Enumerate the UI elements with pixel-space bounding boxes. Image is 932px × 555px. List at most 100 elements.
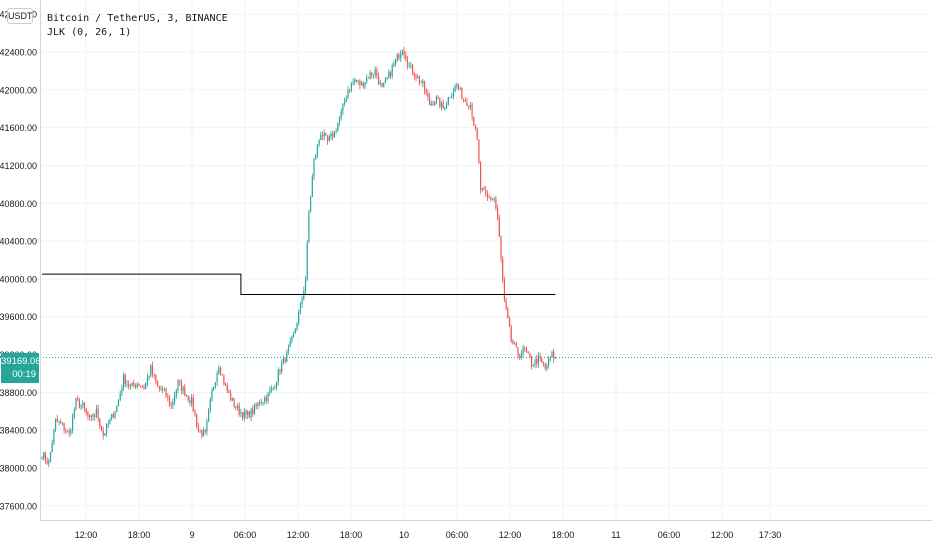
- candle-body: [423, 80, 426, 91]
- candle-body: [440, 102, 443, 107]
- y-tick-label: 41600.00: [0, 123, 37, 133]
- candle-body: [502, 258, 504, 281]
- candle-body: [119, 393, 121, 400]
- candle-body: [544, 364, 546, 369]
- candle-body: [376, 69, 378, 77]
- candle-body: [459, 87, 461, 89]
- candle-body: [264, 397, 266, 402]
- candle-body: [117, 399, 120, 407]
- candle-body: [340, 111, 342, 118]
- candle-body: [386, 77, 388, 80]
- candle-body: [189, 400, 191, 404]
- candle-body: [48, 461, 50, 464]
- candle-body: [208, 410, 210, 421]
- candle-body: [536, 359, 538, 364]
- candle-body: [100, 426, 103, 431]
- candle-body: [298, 312, 300, 324]
- candle-body: [537, 355, 539, 364]
- candle-body: [148, 375, 150, 378]
- candle-body: [357, 80, 359, 82]
- candle-body: [554, 357, 556, 359]
- candle-body: [277, 369, 279, 382]
- candle-body: [90, 414, 92, 418]
- candle-body: [505, 300, 507, 309]
- candle-body: [269, 390, 271, 393]
- candle-body: [347, 90, 349, 99]
- candle-body: [128, 384, 130, 387]
- indicator-plot: [42, 273, 556, 296]
- x-tick-label: 10: [399, 530, 409, 540]
- candle-body: [61, 422, 63, 424]
- candle-body: [124, 374, 126, 385]
- candle-body: [328, 136, 330, 141]
- candle-body: [151, 365, 154, 374]
- y-tick-label: 38800.00: [0, 388, 37, 398]
- candle-body: [259, 402, 261, 404]
- candle-body: [180, 382, 182, 391]
- candle-body: [481, 188, 483, 190]
- candle-body: [204, 430, 206, 432]
- candle-body: [145, 382, 147, 390]
- currency-badge[interactable]: USDT: [7, 8, 33, 24]
- candle-body: [174, 396, 176, 402]
- candle-body: [182, 387, 184, 391]
- candle-body: [434, 102, 436, 106]
- candle-body: [267, 392, 269, 401]
- candle-body: [248, 411, 250, 418]
- candle-body: [342, 103, 344, 112]
- candle-body: [211, 390, 213, 400]
- candle-body: [361, 82, 363, 86]
- candle-body: [391, 66, 393, 77]
- candle-body: [306, 242, 308, 280]
- candle-body: [517, 346, 519, 356]
- candle-body: [435, 96, 437, 103]
- candle-body: [471, 104, 473, 117]
- candle-body: [153, 373, 155, 376]
- candle-body: [140, 385, 142, 387]
- candle-body: [531, 358, 533, 367]
- candle-body: [146, 377, 148, 383]
- candle-body: [486, 193, 488, 198]
- candle-body: [201, 430, 203, 436]
- candle-body: [514, 343, 516, 345]
- x-tick-label: 17:30: [759, 530, 782, 540]
- candle-body: [49, 452, 52, 462]
- candle-body: [250, 409, 252, 418]
- candle-body: [457, 84, 460, 89]
- candle-body: [519, 355, 521, 357]
- symbol-title[interactable]: Bitcoin / TetherUS, 3, BINANCE: [47, 13, 228, 24]
- candle-body: [542, 362, 545, 365]
- candle-body: [354, 79, 356, 83]
- time-axis[interactable]: 12:00 18:00 9 06:00 12:00 18:00 10 06:00 12:00 18…: [40, 520, 932, 541]
- candle-body: [396, 54, 398, 60]
- candle-body: [121, 387, 123, 394]
- price-axis[interactable]: 37600.0038000.0038400.0038800.0039200.00…: [0, 0, 41, 520]
- candle-body: [311, 177, 313, 197]
- candle-body: [546, 365, 548, 369]
- candle-body: [286, 351, 288, 363]
- candle-body: [515, 343, 517, 347]
- candle-body: [85, 408, 87, 413]
- candle-body: [177, 380, 179, 390]
- candle-body: [512, 340, 514, 345]
- candle-body: [238, 405, 240, 415]
- indicator-title[interactable]: JLK (0, 26, 1): [47, 27, 132, 38]
- candle-body: [478, 139, 480, 164]
- candle-body: [427, 93, 429, 97]
- candles: [41, 46, 556, 468]
- candle-body: [257, 402, 259, 406]
- candle-body: [534, 359, 536, 366]
- candle-body: [102, 430, 104, 436]
- candle-body: [308, 212, 310, 243]
- candle-body: [287, 346, 290, 352]
- y-tick-label: 38400.00: [0, 426, 37, 436]
- candle-body: [437, 96, 439, 98]
- y-tick-label: 38000.00: [0, 464, 37, 474]
- y-tick-label: 41200.00: [0, 161, 37, 171]
- candle-body: [294, 329, 296, 334]
- grid: [40, 0, 932, 520]
- candle-body: [228, 391, 230, 394]
- candle-body: [510, 326, 512, 341]
